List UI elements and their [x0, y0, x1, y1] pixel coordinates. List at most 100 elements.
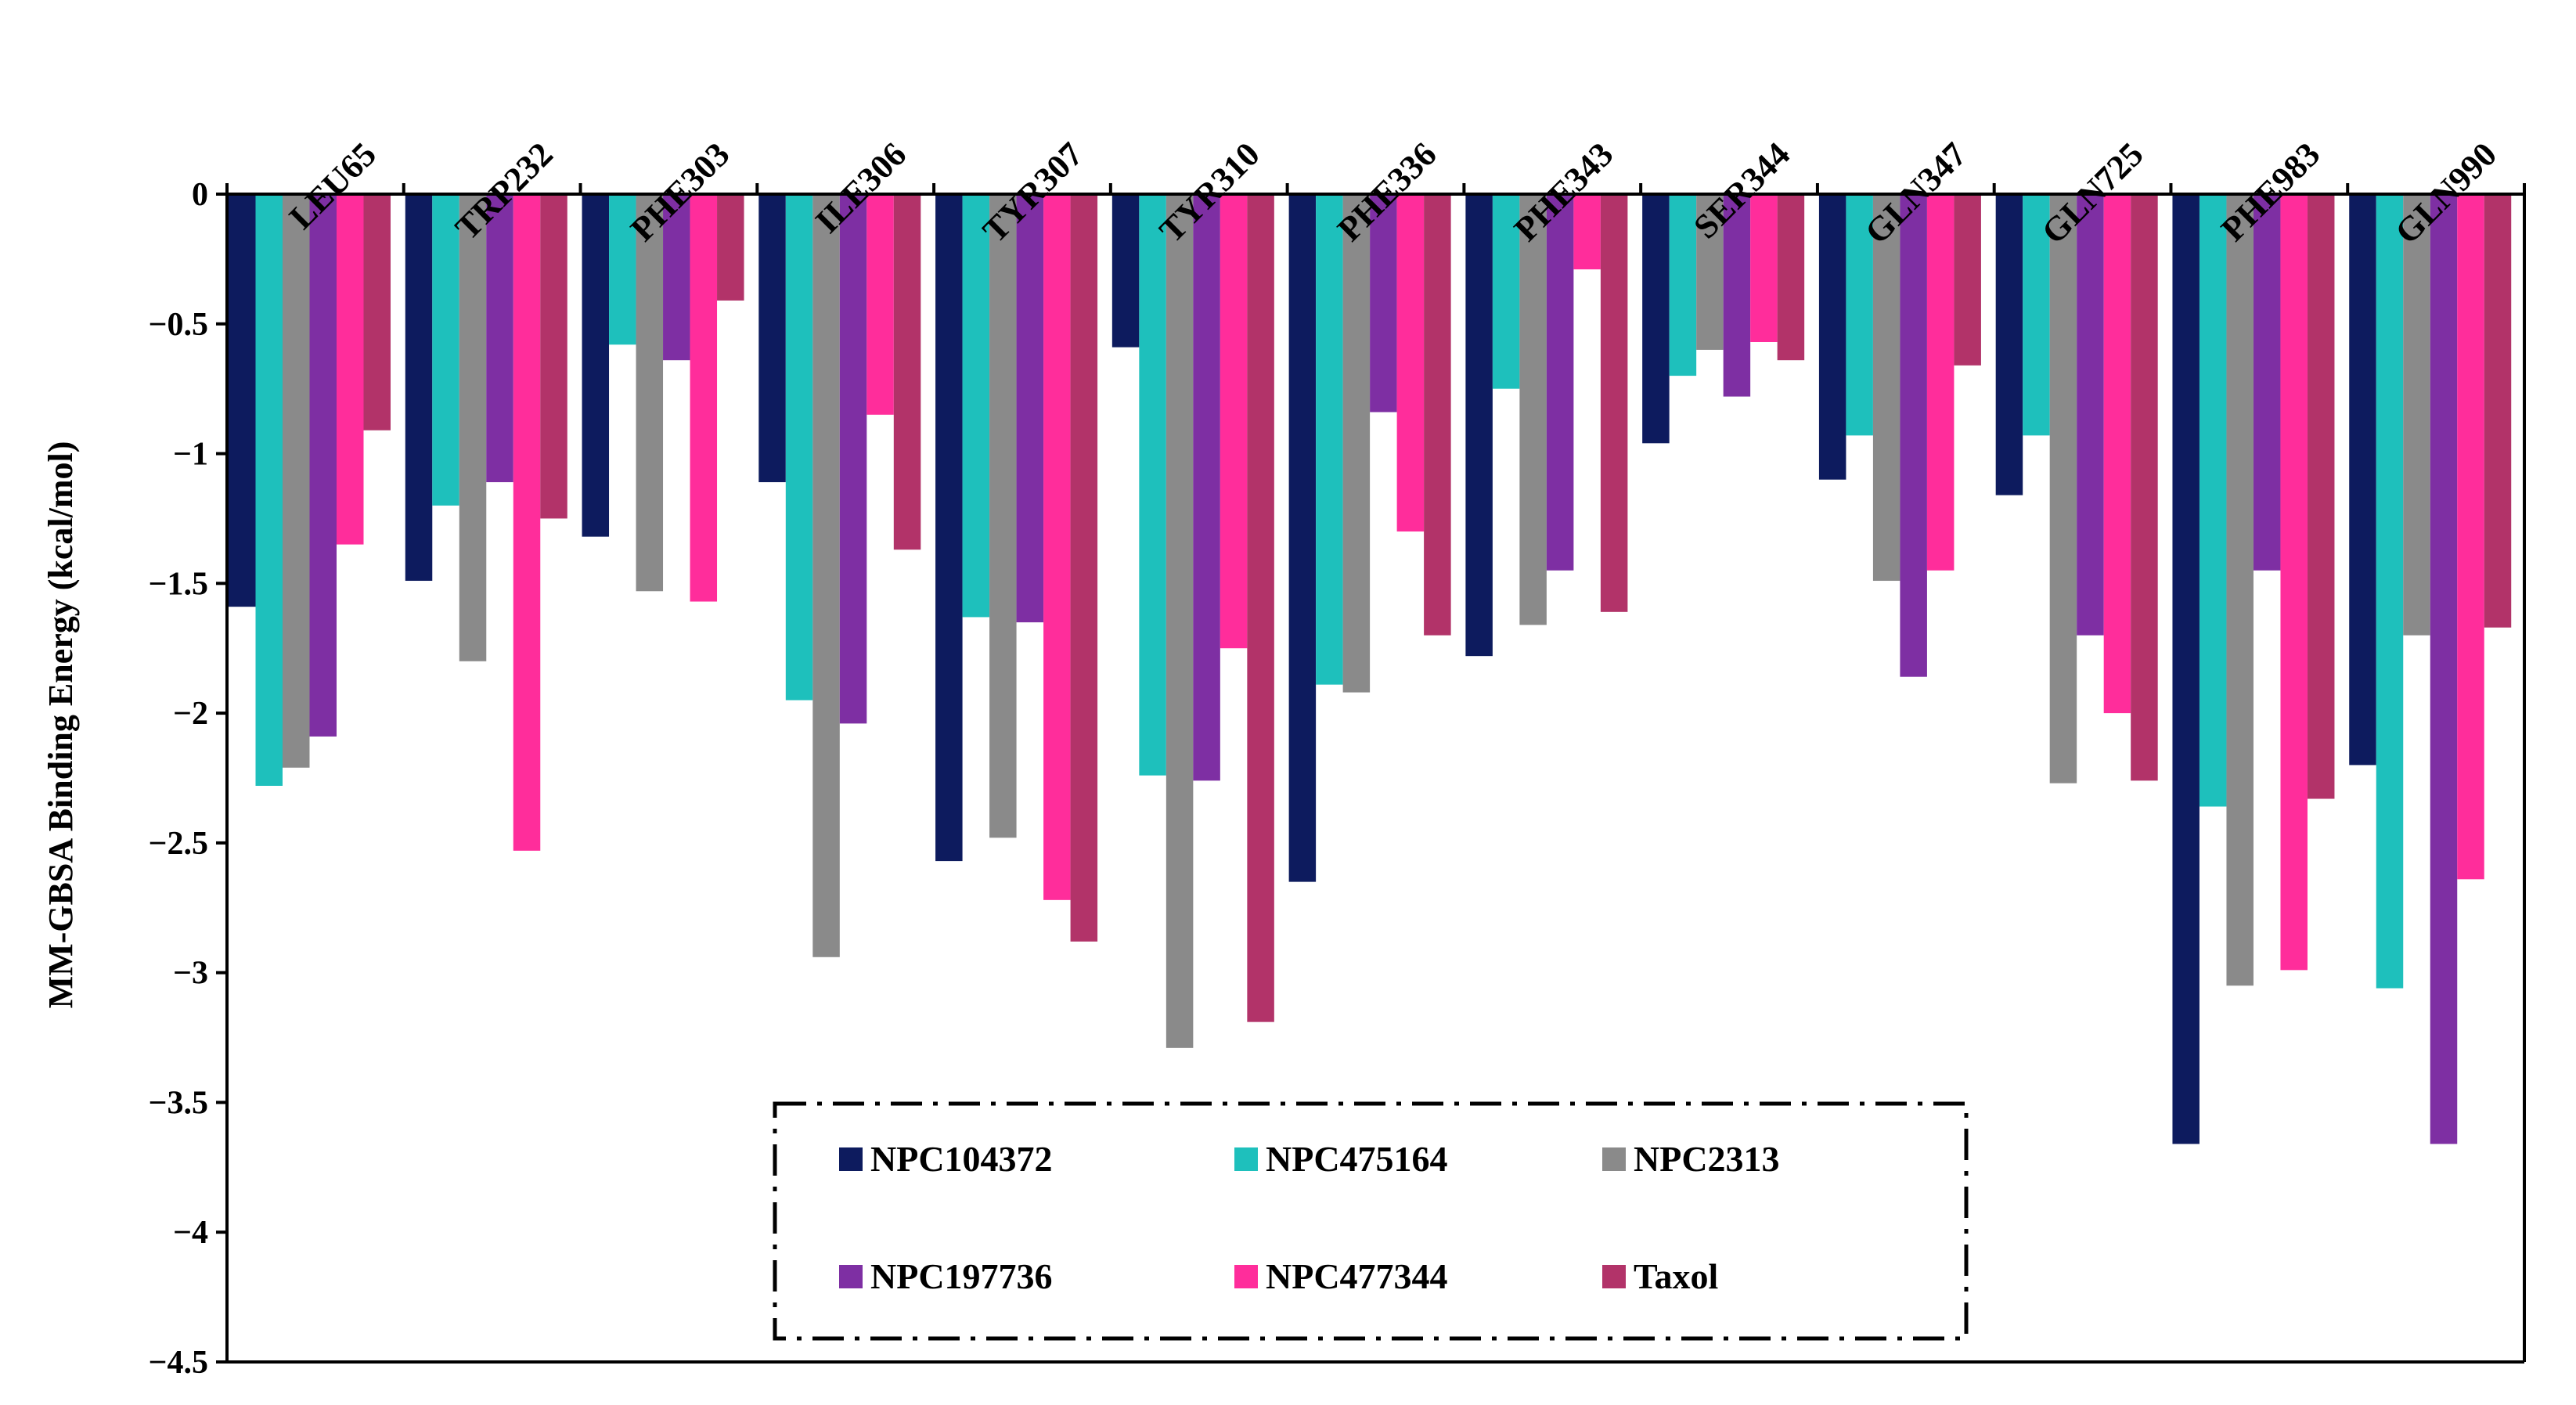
bar-group-gln990 — [2349, 194, 2512, 1144]
y-tick-label: −3 — [173, 956, 208, 992]
bar-tyr307-npc197736 — [1016, 194, 1044, 623]
bar-phe303-npc104372 — [582, 194, 610, 537]
bar-group-leu65 — [229, 194, 391, 786]
bar-ser344-npc477344 — [1750, 194, 1778, 342]
bar-phe983-npc197736 — [2253, 194, 2281, 571]
legend-label: NPC104372 — [870, 1139, 1053, 1179]
legend-item-taxol: Taxol — [1602, 1256, 1718, 1296]
legend-label: NPC2313 — [1634, 1139, 1780, 1179]
y-tick-label: −3.5 — [149, 1085, 208, 1121]
bar-ser344-taxol — [1777, 194, 1805, 361]
bar-group-tyr307 — [935, 194, 1098, 942]
bar-gln725-npc104372 — [1995, 194, 2023, 495]
bar-group-tyr310 — [1111, 194, 1274, 1048]
legend-item-npc104372: NPC104372 — [839, 1139, 1053, 1179]
bar-tyr310-taxol — [1247, 194, 1274, 1022]
bar-ser344-npc197736 — [1723, 194, 1751, 397]
axes-layer — [225, 183, 2526, 1364]
legend-label: Taxol — [1634, 1256, 1718, 1296]
bar-gln990-npc477344 — [2457, 194, 2484, 880]
bar-phe343-npc104372 — [1465, 194, 1493, 657]
legend-box — [773, 1101, 1969, 1341]
bar-gln725-npc2313 — [2049, 194, 2077, 784]
bar-ile306-npc2313 — [812, 194, 840, 957]
legend-swatch — [1602, 1265, 1626, 1288]
bar-phe343-npc477344 — [1573, 194, 1601, 270]
bar-phe303-npc475164 — [609, 194, 636, 345]
bar-tyr310-npc475164 — [1139, 194, 1166, 776]
bar-leu65-npc475164 — [255, 194, 283, 786]
legend-swatch — [1234, 1147, 1258, 1171]
bar-leu65-npc104372 — [229, 194, 256, 607]
bar-group-phe336 — [1288, 194, 1451, 882]
bar-tyr307-taxol — [1070, 194, 1098, 942]
bar-phe336-taxol — [1424, 194, 1451, 636]
bar-group-trp232 — [405, 194, 567, 851]
bar-phe983-taxol — [2307, 194, 2335, 799]
bar-ser344-npc2313 — [1696, 194, 1724, 350]
bar-gln347-npc2313 — [1872, 194, 1900, 582]
bar-phe303-taxol — [717, 194, 744, 301]
bar-group-ile306 — [758, 194, 921, 957]
y-tick-label: −4.5 — [149, 1345, 208, 1381]
bar-phe983-npc475164 — [2199, 194, 2227, 807]
legend-item-npc2313: NPC2313 — [1602, 1139, 1780, 1179]
bar-group-phe343 — [1465, 194, 1628, 657]
legend-swatch — [1602, 1147, 1626, 1171]
y-tick-label: −1.5 — [149, 566, 208, 602]
bar-tyr307-npc104372 — [935, 194, 963, 862]
bar-leu65-npc477344 — [337, 194, 364, 545]
bar-group-ser344 — [1642, 194, 1805, 444]
y-tick-label: −2.5 — [149, 826, 208, 862]
legend-item-npc475164: NPC475164 — [1234, 1139, 1448, 1179]
y-tick-label: −2 — [173, 696, 208, 732]
bar-tyr307-npc475164 — [962, 194, 990, 618]
bar-trp232-npc477344 — [513, 194, 541, 851]
y-ticks: 0 −0.5 −1 −1.5 −2 −2.5 −3 −3.5 −4 −4.5 — [149, 177, 227, 1381]
bar-phe336-npc104372 — [1288, 194, 1317, 882]
bar-gln347-taxol — [1954, 194, 1981, 366]
bar-phe983-npc477344 — [2280, 194, 2308, 971]
bar-gln990-npc104372 — [2349, 194, 2376, 766]
legend-swatch — [839, 1147, 863, 1171]
y-tick-label: −4 — [173, 1215, 208, 1251]
bar-ser344-npc104372 — [1642, 194, 1670, 444]
bar-tyr310-npc477344 — [1220, 194, 1248, 649]
bar-trp232-npc104372 — [405, 194, 433, 582]
y-tick-label: −1 — [173, 437, 208, 473]
bar-leu65-npc197736 — [309, 194, 337, 737]
bar-phe336-npc477344 — [1396, 194, 1425, 532]
bar-tyr307-npc2313 — [989, 194, 1017, 838]
legend-swatch — [1234, 1265, 1258, 1288]
bar-gln347-npc197736 — [1900, 194, 1927, 677]
bar-phe336-npc2313 — [1342, 194, 1371, 693]
bar-tyr310-npc197736 — [1193, 194, 1220, 781]
bar-phe303-npc477344 — [690, 194, 718, 602]
bar-gln725-npc477344 — [2103, 194, 2131, 714]
y-axis-title: MM-GBSA Binding Energy (kcal/mol) — [41, 441, 80, 1009]
y-tick-label: 0 — [192, 177, 208, 213]
bar-phe343-npc475164 — [1492, 194, 1520, 389]
bar-group-phe303 — [582, 194, 744, 602]
bar-trp232-taxol — [540, 194, 567, 519]
legend-item-npc477344: NPC477344 — [1234, 1256, 1448, 1296]
legend-label: NPC475164 — [1266, 1139, 1448, 1179]
bar-phe336-npc475164 — [1316, 194, 1343, 685]
bar-gln990-taxol — [2484, 194, 2512, 628]
bar-trp232-npc2313 — [459, 194, 487, 661]
bar-phe343-npc2313 — [1519, 194, 1547, 625]
bar-gln347-npc104372 — [1818, 194, 1846, 480]
bar-tyr307-npc477344 — [1043, 194, 1071, 900]
bar-phe983-npc104372 — [2172, 194, 2200, 1144]
bar-ile306-taxol — [893, 194, 921, 550]
bar-phe343-npc197736 — [1546, 194, 1574, 571]
bar-group-phe983 — [2172, 194, 2335, 1144]
bar-phe303-npc197736 — [663, 194, 690, 361]
bars-layer — [229, 194, 2512, 1144]
bar-ile306-npc197736 — [839, 194, 867, 724]
bar-group-gln725 — [1995, 194, 2158, 784]
bar-tyr310-npc2313 — [1166, 194, 1194, 1048]
bar-gln725-taxol — [2131, 194, 2158, 781]
